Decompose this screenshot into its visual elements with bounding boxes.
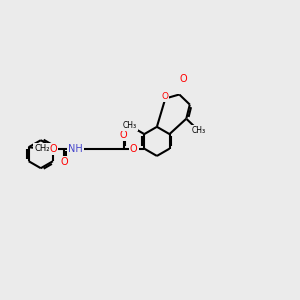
Text: O: O — [179, 74, 187, 84]
Text: O: O — [161, 92, 168, 101]
Text: O: O — [50, 144, 57, 154]
Text: CH₂: CH₂ — [34, 144, 50, 153]
Text: CH₃: CH₃ — [191, 126, 206, 135]
Text: O: O — [130, 144, 138, 154]
Text: O: O — [120, 130, 128, 140]
Text: CH₃: CH₃ — [123, 121, 137, 130]
Text: NH: NH — [68, 144, 83, 154]
Text: O: O — [60, 158, 68, 167]
